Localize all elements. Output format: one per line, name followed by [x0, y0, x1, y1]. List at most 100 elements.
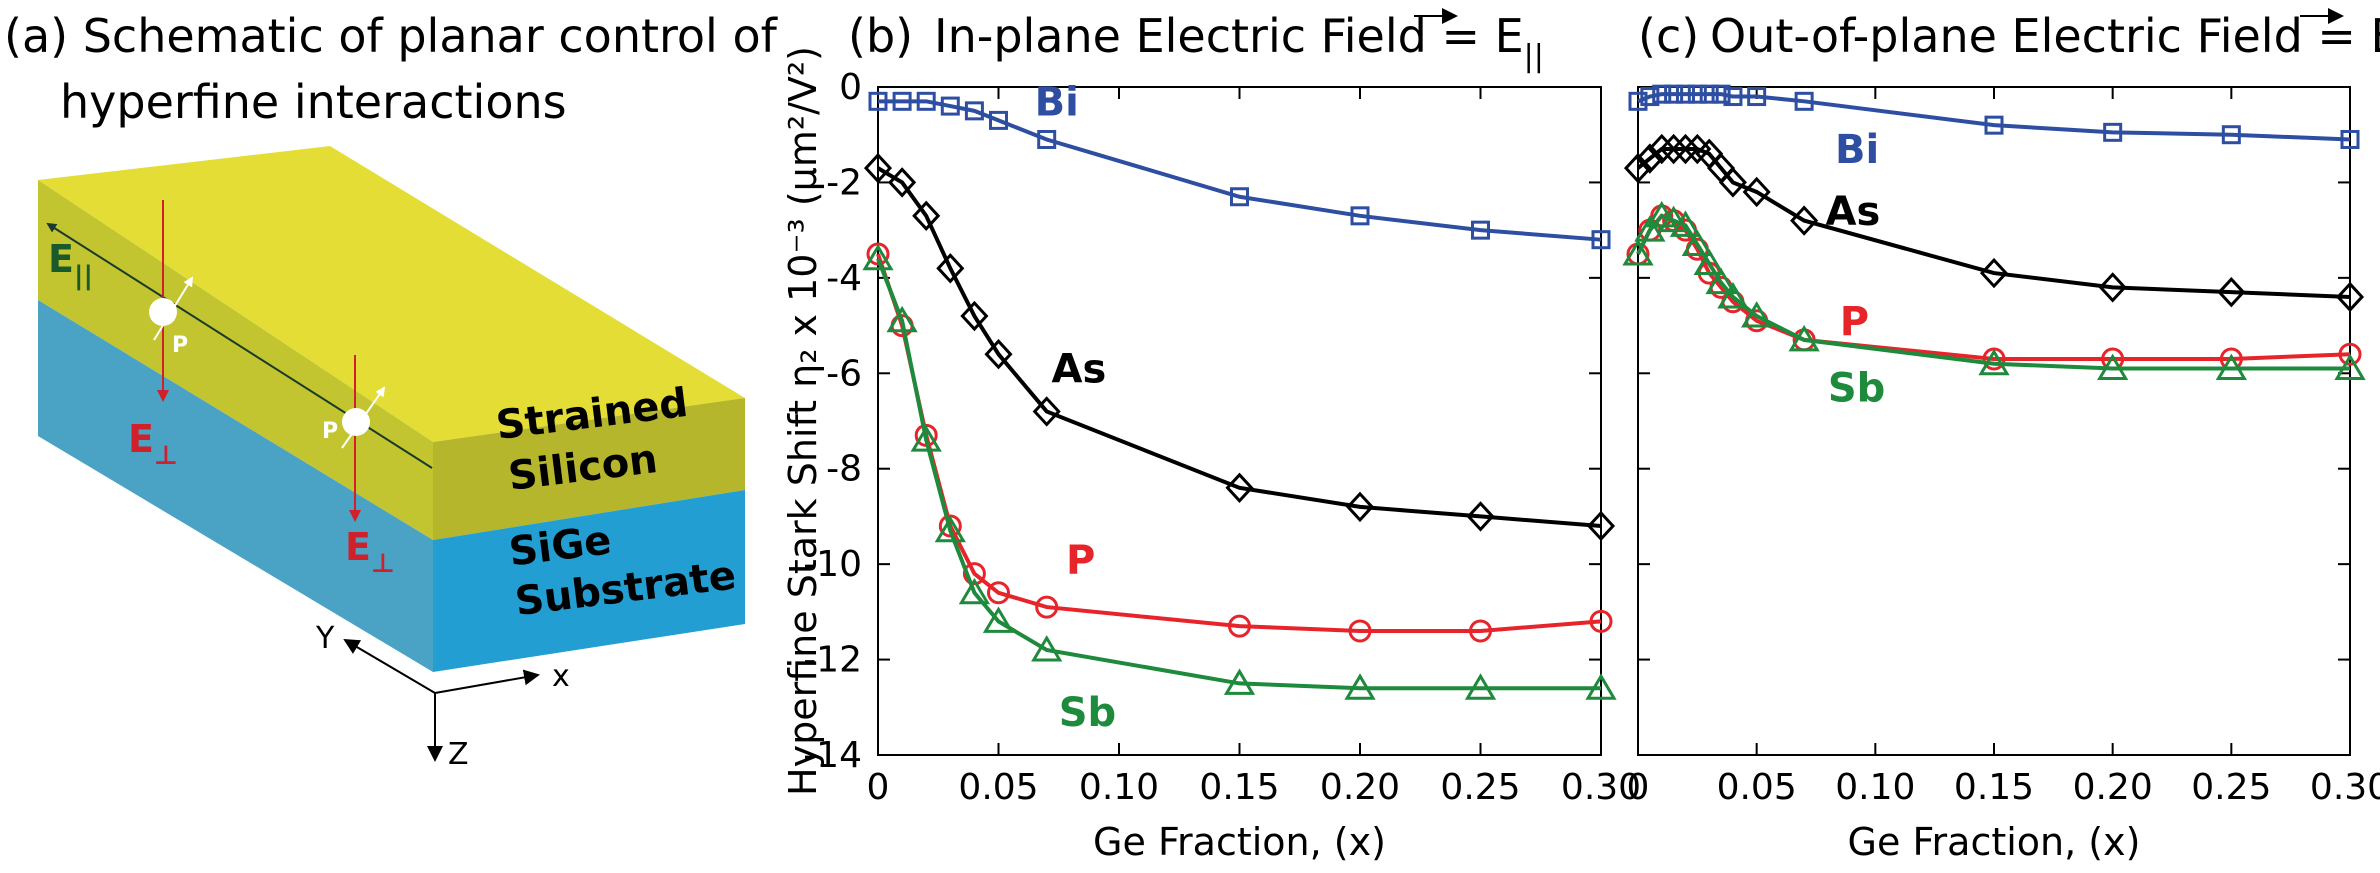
- data-point-sb: [1681, 229, 1713, 256]
- front-face-strained: [38, 180, 433, 540]
- series-label-as: As: [1052, 347, 1107, 393]
- x-tick-label: 0.30: [1561, 767, 1641, 808]
- y-tick-label: -2: [826, 162, 862, 203]
- data-point-sb: [1717, 281, 1749, 309]
- series-label-sb: Sb: [1828, 366, 1885, 412]
- e-perp-label-1: E⊥: [128, 417, 178, 471]
- series-label-p: P: [1066, 537, 1095, 583]
- x-tick-label: 0.25: [2191, 767, 2271, 808]
- x-tick-label: 0.15: [1199, 767, 1279, 808]
- data-point-as: [1671, 133, 1700, 165]
- data-point-as: [912, 200, 941, 232]
- data-point-bi: [1699, 84, 1719, 104]
- data-point-p: [987, 581, 1010, 605]
- data-point-sb: [1622, 239, 1654, 266]
- data-point-sb: [958, 577, 991, 605]
- data-point-sb: [1978, 348, 2010, 376]
- data-point-p: [1469, 619, 1492, 643]
- data-point-sb: [1634, 215, 1666, 242]
- series-label-sb: Sb: [1059, 690, 1116, 736]
- data-point-bi: [1747, 87, 1767, 107]
- data-point-as: [1979, 257, 2009, 289]
- x-tick-label: 0.25: [1440, 767, 1520, 808]
- donor-label-1: P: [172, 333, 188, 358]
- panel-c-title: (c) Out-of-plane Electric Field = E⊥: [1638, 8, 2380, 63]
- data-point-sb: [982, 606, 1015, 633]
- y-tick-label: -4: [826, 258, 862, 299]
- y-tick-label: -6: [826, 353, 862, 394]
- data-point-bi: [2221, 125, 2241, 145]
- series-label-bi: Bi: [1035, 79, 1079, 125]
- data-point-sb: [886, 305, 918, 333]
- series-line-sb: [1636, 213, 2350, 371]
- donor-label-2: P: [322, 419, 338, 444]
- data-point-as: [960, 300, 989, 332]
- data-point-bi: [892, 91, 912, 111]
- data-point-bi: [1664, 84, 1684, 104]
- front-face-substrate: [38, 300, 433, 672]
- data-point-as: [2335, 281, 2365, 313]
- e-perp-label-2: E⊥: [345, 525, 395, 579]
- data-point-sb: [934, 515, 966, 543]
- spin-arrow-1: [153, 276, 194, 341]
- y-tick-label: 0: [839, 67, 862, 108]
- svg-text:In-plane Electric Field = E||: In-plane Electric Field = E||: [934, 9, 1544, 74]
- data-point-sb: [1344, 673, 1376, 700]
- y-tick-label: -10: [803, 544, 862, 585]
- data-point-as: [1647, 133, 1676, 165]
- y-tick-label: -8: [826, 449, 862, 490]
- axis-x-arrow: [434, 669, 540, 694]
- data-point-bi: [1652, 84, 1672, 104]
- spin-arrow-2: [341, 386, 386, 449]
- data-point-as: [1586, 510, 1616, 542]
- x-tick-label: 0: [1627, 767, 1650, 808]
- y-tick-label: -12: [803, 640, 862, 681]
- data-point-as: [1742, 176, 1771, 208]
- data-point-sb: [1464, 673, 1497, 700]
- data-point-sb: [1788, 324, 1820, 352]
- chart-c: 0 0.05 0.10 0.15 0.20 0.25 0.30 Ge Fraction, (x…: [1622, 84, 2380, 864]
- data-point-as: [984, 338, 1013, 370]
- axis-x-label: x: [552, 659, 570, 694]
- series-sb: Sb: [1622, 200, 2366, 412]
- data-point-as: [888, 167, 917, 198]
- series-line-as: [876, 166, 1602, 528]
- x-axis-label: Ge Fraction, (x): [1093, 820, 1386, 864]
- data-point-sb: [1669, 210, 1702, 237]
- x-tick-label: 0.15: [1954, 767, 2034, 808]
- panel-b-title: (b) In-plane Electric Field = E||: [848, 8, 1544, 74]
- data-point-sb: [1705, 267, 1737, 295]
- series-bi: Bi: [1628, 84, 2360, 173]
- axis-z-label: Z: [448, 737, 469, 772]
- data-point-sb: [910, 425, 942, 452]
- panel-a-title-line2: hyperfine interactions: [60, 75, 567, 129]
- x-tick-label: 0.05: [1717, 767, 1797, 808]
- data-point-bi: [1628, 91, 1648, 111]
- data-point-as: [936, 253, 965, 284]
- data-point-as: [1225, 472, 1254, 504]
- data-point-p: [1228, 614, 1251, 638]
- e-parallel-label: E||: [48, 237, 93, 291]
- data-point-as: [1635, 143, 1664, 174]
- data-point-bi: [1037, 129, 1057, 149]
- donor-atom-1: [149, 298, 177, 326]
- x-tick-label: 0.20: [1320, 767, 1400, 808]
- series-label-bi: Bi: [1835, 127, 1879, 173]
- data-point-sb: [862, 243, 894, 271]
- data-point-p: [1348, 619, 1372, 643]
- x-tick-label: 0.10: [1079, 767, 1159, 808]
- series-bi: Bi: [868, 79, 1611, 250]
- series-sb: Sb: [862, 243, 1617, 736]
- data-point-bi: [1640, 87, 1660, 107]
- series-line-sb: [876, 258, 1601, 691]
- data-point-as: [2217, 276, 2246, 308]
- data-point-sb: [1031, 635, 1063, 662]
- x-tick-label: 0.10: [1835, 767, 1915, 808]
- data-point-bi: [1711, 84, 1731, 104]
- data-point-as: [2098, 272, 2127, 303]
- series-line-bi: [878, 99, 1602, 242]
- series-line-as: [1636, 147, 2351, 299]
- data-point-p: [1589, 609, 1613, 633]
- data-point-p: [2338, 342, 2362, 366]
- donor-atom-2: [342, 408, 370, 436]
